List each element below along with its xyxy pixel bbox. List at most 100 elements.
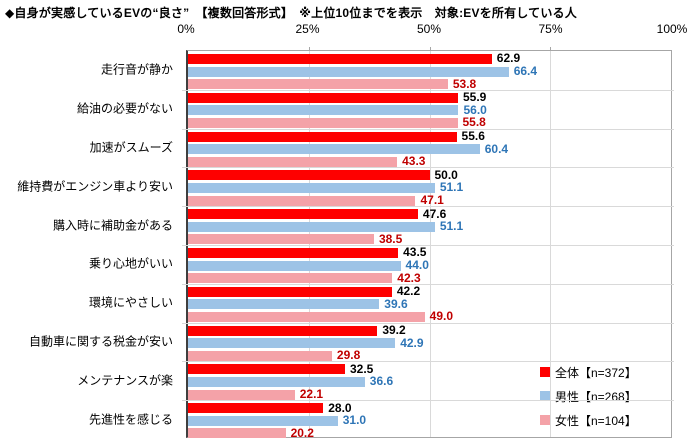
bar-value-label: 22.1: [299, 387, 324, 401]
vertical-gridline: [550, 51, 552, 437]
bar-value-label: 20.2: [290, 425, 314, 440]
bar-female: [188, 350, 332, 361]
group-separator-line: [182, 206, 674, 208]
bar-male: [188, 144, 480, 155]
legend-label-female: 女性【n=104】: [555, 413, 637, 428]
bar-value-label: 47.1: [420, 193, 444, 207]
chart-title: ◆自身が実感しているEVの“良さ” 【複数回答形式】 ※上位10位までを表示 対…: [5, 6, 577, 20]
axis-tick-mark: [550, 47, 552, 51]
bar-male: [188, 415, 338, 426]
bar-value-label: 53.8: [452, 76, 477, 91]
bar-female: [188, 311, 425, 322]
bar-overall: [188, 403, 324, 414]
x-axis-tick-label: 100%: [656, 22, 688, 36]
x-axis-tick-label: 25%: [295, 22, 320, 36]
bar-female: [188, 195, 416, 206]
bar-value-label: 47.6: [422, 206, 447, 221]
group-separator-line: [182, 283, 674, 285]
bar-female: [188, 156, 398, 167]
bar-value-label: 55.9: [462, 90, 487, 105]
x-axis-tick-label: 0%: [177, 22, 195, 36]
bar-overall: [188, 131, 457, 142]
bar-value-label: 42.2: [396, 284, 421, 299]
group-separator-line: [182, 322, 674, 324]
legend-swatch-female: [540, 415, 550, 425]
category-label: 先進性を感じる: [88, 412, 173, 427]
category-labels: 走行音が静か給油の必要がない加速がスムーズ維持費がエンジン車より安い購入時に補助…: [0, 50, 179, 438]
bar-value-label: 38.5: [378, 231, 403, 246]
bar-value-label: 62.9: [496, 51, 521, 66]
plot-area: 全体【n=372】 男性【n=268】 女性【n=104】 62.9 66.4 53…: [182, 47, 674, 440]
bar-value-label: 44.0: [405, 258, 429, 272]
bar-value-label: 50.0: [434, 167, 458, 182]
legend: 全体【n=372】 男性【n=268】 女性【n=104】: [540, 365, 637, 428]
bar-value-label: 39.2: [382, 323, 406, 337]
legend-swatch-overall: [540, 367, 550, 377]
bar-value-label: 55.6: [461, 129, 485, 143]
bar-male: [188, 299, 380, 310]
bar-overall: [188, 247, 399, 258]
bar-overall: [188, 92, 458, 103]
bar-overall: [188, 53, 492, 64]
vertical-gridline: [429, 51, 431, 437]
bar-male: [188, 182, 435, 193]
category-label: 加速がスムーズ: [89, 140, 173, 155]
legend-swatch-male: [540, 391, 550, 401]
bar-female: [188, 389, 295, 400]
x-axis-labels: 0% 25% 50% 75% 100%: [177, 22, 687, 38]
legend-item-male: 男性【n=268】: [540, 389, 637, 404]
bar-value-label: 42.3: [397, 270, 421, 285]
category-label: 給油の必要がない: [76, 101, 173, 116]
bar-value-label: 66.4: [513, 64, 538, 78]
bar-value-label: 31.0: [342, 413, 367, 428]
bar-female: [188, 117, 458, 128]
bar-value-label: 36.6: [369, 374, 394, 389]
category-label: 維持費がエンジン車より安い: [17, 179, 173, 194]
bar-value-label: 56.0: [463, 102, 487, 117]
group-separator-line: [182, 128, 674, 130]
bar-value-label: 39.6: [384, 296, 408, 311]
bar-female: [188, 428, 286, 439]
bar-female: [188, 234, 374, 245]
bar-value-label: 42.9: [400, 335, 424, 350]
group-separator-line: [182, 400, 674, 402]
category-label: 購入時に補助金がある: [52, 218, 173, 233]
axis-tick-mark: [429, 47, 431, 51]
bar-value-label: 29.8: [336, 348, 361, 363]
bar-male: [188, 260, 401, 271]
category-label: 乗り心地がいい: [88, 256, 173, 271]
bar-value-label: 51.1: [439, 180, 464, 195]
bar-overall: [188, 364, 345, 375]
bar-overall: [188, 286, 392, 297]
bar-overall: [188, 325, 378, 336]
legend-label-overall: 全体【n=372】: [555, 365, 637, 380]
bar-value-label: 32.5: [349, 361, 374, 376]
bar-overall: [188, 209, 418, 220]
category-label: 環境にやさしい: [88, 295, 173, 310]
x-axis-tick-label: 75%: [538, 22, 563, 36]
x-axis-tick-label: 50%: [416, 22, 442, 36]
group-separator-line: [182, 167, 674, 169]
group-separator-line: [182, 361, 674, 363]
bar-female: [188, 79, 448, 90]
bar-overall: [188, 170, 430, 181]
legend-item-overall: 全体【n=372】: [540, 365, 637, 380]
bar-value-label: 49.0: [429, 309, 454, 324]
bar-male: [188, 376, 365, 387]
bar-male: [188, 338, 396, 349]
category-label: メンテナンスが楽: [77, 373, 173, 388]
category-label: 走行音が静か: [100, 62, 173, 77]
bar-value-label: 43.3: [402, 154, 426, 169]
group-separator-line: [182, 89, 674, 91]
group-separator-line: [182, 245, 674, 246]
bar-male: [188, 66, 509, 77]
category-label: 自動車に関する税金が安い: [28, 334, 173, 349]
bar-male: [188, 221, 435, 232]
bar-value-label: 28.0: [328, 400, 352, 415]
bar-value-label: 60.4: [484, 141, 509, 156]
legend-item-female: 女性【n=104】: [540, 413, 637, 428]
bar-value-label: 51.1: [439, 219, 464, 234]
axis-tick-mark: [308, 47, 310, 51]
bar-value-label: 55.8: [462, 115, 486, 130]
